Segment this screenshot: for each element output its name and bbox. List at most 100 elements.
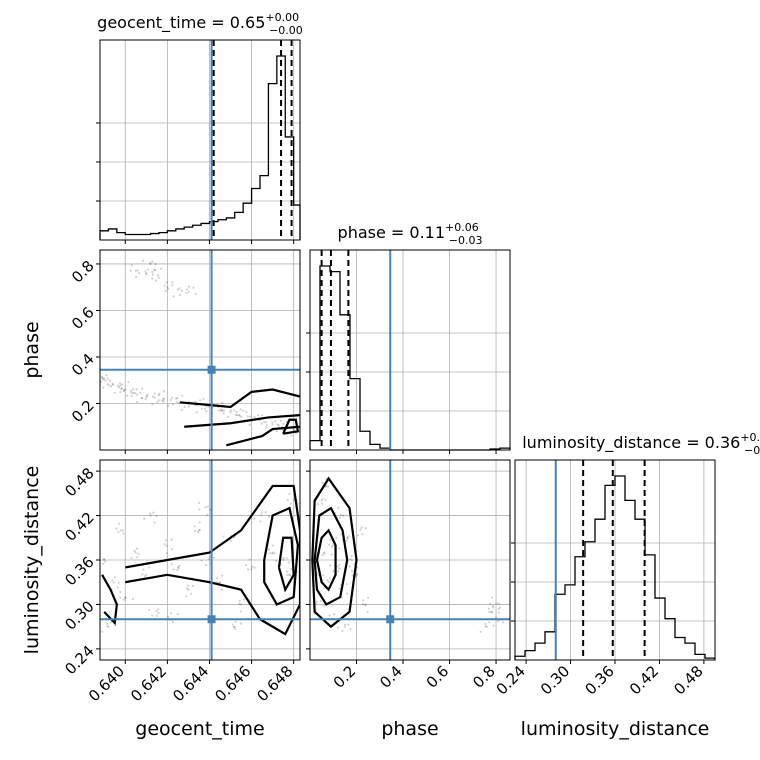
contour-line: [282, 418, 300, 435]
hist-panel-luminosity_distance: luminosity_distance = 0.36+0.04−0.04: [511, 431, 760, 664]
sample-point: [288, 492, 291, 495]
sample-point: [193, 525, 196, 528]
sample-point: [145, 272, 148, 275]
sample-point: [287, 561, 290, 564]
sample-point: [271, 544, 274, 547]
sample-point: [172, 568, 175, 571]
sample-point: [232, 409, 236, 412]
sample-point: [240, 415, 243, 418]
sample-point: [102, 377, 106, 380]
y-axis-label-phase: phase: [21, 321, 43, 378]
sample-point: [349, 557, 352, 560]
sample-point: [151, 614, 154, 617]
x-tick-label: 0.648: [253, 662, 296, 705]
sample-point: [105, 374, 108, 377]
sample-point: [366, 596, 370, 599]
sample-point: [332, 570, 335, 573]
histogram-step: [309, 265, 511, 451]
sample-point: [142, 259, 145, 262]
sample-point: [239, 408, 242, 411]
sample-point: [200, 407, 203, 410]
sample-point: [122, 389, 125, 393]
sample-point: [259, 520, 262, 523]
sample-point: [338, 587, 341, 590]
sample-point: [484, 622, 487, 626]
sample-point: [200, 559, 203, 562]
sample-point: [497, 602, 501, 605]
sample-point: [151, 270, 154, 274]
sample-point: [117, 386, 121, 389]
sample-point: [356, 573, 359, 576]
sample-point: [141, 397, 144, 400]
sample-point: [267, 515, 271, 518]
sample-point: [336, 565, 339, 568]
sample-point: [169, 398, 173, 402]
sample-point: [193, 530, 197, 533]
x-axis-label-geocent_time: geocent_time: [135, 718, 264, 740]
sample-point: [282, 422, 285, 425]
sample-point: [117, 581, 120, 584]
sample-point: [273, 552, 276, 555]
sample-point: [148, 566, 151, 569]
sample-point: [231, 623, 234, 626]
sample-point: [239, 610, 243, 613]
sample-point: [307, 555, 309, 557]
sample-point: [153, 392, 156, 395]
sample-point: [205, 563, 208, 567]
sample-point: [220, 409, 223, 413]
truth-marker: [207, 365, 216, 374]
sample-point: [253, 415, 256, 419]
sample-point: [107, 625, 110, 628]
sample-point: [341, 629, 344, 633]
y-tick-label: 0.48: [61, 464, 97, 500]
sample-point: [145, 573, 148, 576]
sample-point: [261, 414, 264, 417]
sample-point: [138, 272, 141, 275]
sample-point: [144, 397, 147, 401]
sample-point: [345, 582, 348, 586]
x-tick-label: 0.646: [211, 662, 254, 705]
panel-content: [101, 484, 300, 636]
sample-point: [111, 383, 115, 386]
sample-point: [167, 404, 170, 407]
sample-point: [274, 420, 277, 423]
scatter-panel-phase-luminosity_distance: [306, 459, 511, 664]
scatter-panel-geocent_time-phase: [94, 249, 301, 454]
sample-point: [162, 390, 165, 393]
sample-point: [288, 573, 291, 576]
sample-point: [324, 485, 328, 488]
sample-point: [333, 613, 336, 616]
sample-point: [167, 287, 170, 291]
sample-point: [292, 428, 295, 431]
sample-point: [94, 373, 96, 375]
sample-point: [494, 616, 498, 619]
sample-point: [328, 614, 331, 617]
x-tick-label: 0.4: [376, 662, 406, 692]
sample-point: [345, 539, 348, 542]
x-tick-label: 0.640: [85, 662, 128, 705]
sample-point: [170, 563, 173, 566]
sample-point: [234, 620, 237, 623]
x-tick-label: 0.6: [423, 662, 453, 692]
sample-point: [187, 588, 190, 591]
histogram-step: [99, 55, 301, 240]
sample-point: [347, 623, 350, 626]
sample-point: [178, 401, 181, 405]
sample-point: [253, 517, 256, 520]
sample-point: [175, 397, 178, 400]
sample-point: [139, 391, 142, 394]
sample-point: [216, 576, 219, 580]
sample-point: [147, 608, 151, 612]
sample-point: [101, 630, 104, 633]
sample-point: [158, 392, 161, 395]
sample-point: [199, 399, 202, 402]
sample-point: [491, 611, 494, 614]
sample-point: [322, 551, 326, 554]
sample-point: [176, 288, 179, 291]
sample-point: [149, 262, 152, 266]
contour-line: [263, 506, 300, 606]
sample-point: [165, 552, 168, 555]
sample-point: [144, 270, 147, 273]
sample-point: [132, 391, 135, 395]
sample-point: [135, 547, 138, 550]
